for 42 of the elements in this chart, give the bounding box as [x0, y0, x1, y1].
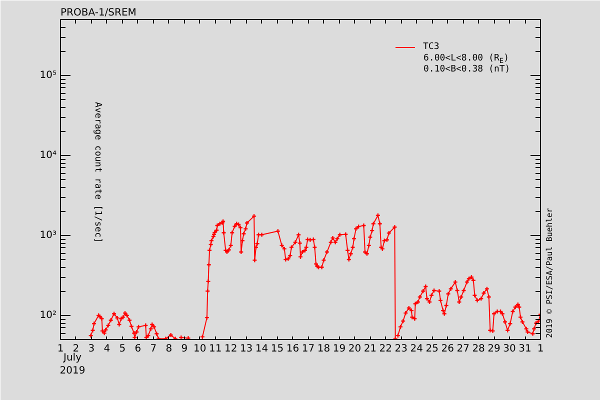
y-tick-label: 10³	[40, 230, 56, 241]
x-tick-label: 21	[364, 344, 377, 354]
x-tick-label: 12	[224, 344, 238, 354]
y-tick-label: 10⁴	[40, 150, 56, 161]
x-tick-label: 1	[57, 344, 64, 354]
x-tick-label: 13	[240, 344, 253, 354]
x-tick-label: 28	[472, 344, 485, 354]
x-tick-label: 23	[394, 344, 408, 354]
x-tick-label: 30	[503, 344, 516, 354]
x-tick-label: 20	[348, 344, 362, 354]
x-tick-label: 31	[518, 344, 532, 354]
x-tick-label: 15	[270, 344, 284, 354]
text: 2019 © PSI/ESA/Paul Buehler	[545, 208, 554, 338]
x-tick-label: 10	[193, 344, 206, 354]
x-tick-label: 1	[537, 344, 544, 354]
x-tick-label: 11	[208, 344, 222, 354]
x-tick-label: 16	[286, 344, 300, 354]
x-axis-title: July 2019	[60, 352, 86, 377]
chart-title: PROBA-1/SREM	[60, 8, 136, 18]
y-tick-label: 10²	[40, 310, 56, 321]
x-tick-label: 2	[72, 344, 80, 354]
x-tick-label: 29	[488, 344, 500, 354]
x-tick-label: 8	[166, 344, 172, 354]
x-tick-label: 9	[181, 344, 188, 354]
legend-label: TC3	[423, 42, 440, 52]
x-tick-label: 25	[426, 344, 438, 354]
y-tick-label: 10⁵	[40, 70, 56, 81]
x-tick-label: 6	[134, 344, 142, 354]
x-tick-label: 14	[255, 344, 268, 354]
x-tick-label: 17	[302, 344, 315, 354]
x-tick-label: 5	[119, 344, 126, 354]
x-tick-label: 4	[104, 344, 110, 354]
x-tick-label: 24	[410, 344, 423, 354]
x-tick-label: 19	[332, 344, 346, 354]
x-tick-label: 7	[150, 344, 157, 354]
x-tick-label: 18	[317, 344, 330, 354]
x-tick-label: 26	[441, 344, 454, 354]
x-tick-label: 22	[379, 344, 392, 354]
y-axis-title: Average count rate [1/sec]	[92, 102, 102, 243]
x-tick-label: 3	[88, 344, 95, 354]
x-tick-label: 27	[456, 344, 470, 354]
annotation: 0.10<B<0.38 (nT)	[424, 64, 510, 74]
